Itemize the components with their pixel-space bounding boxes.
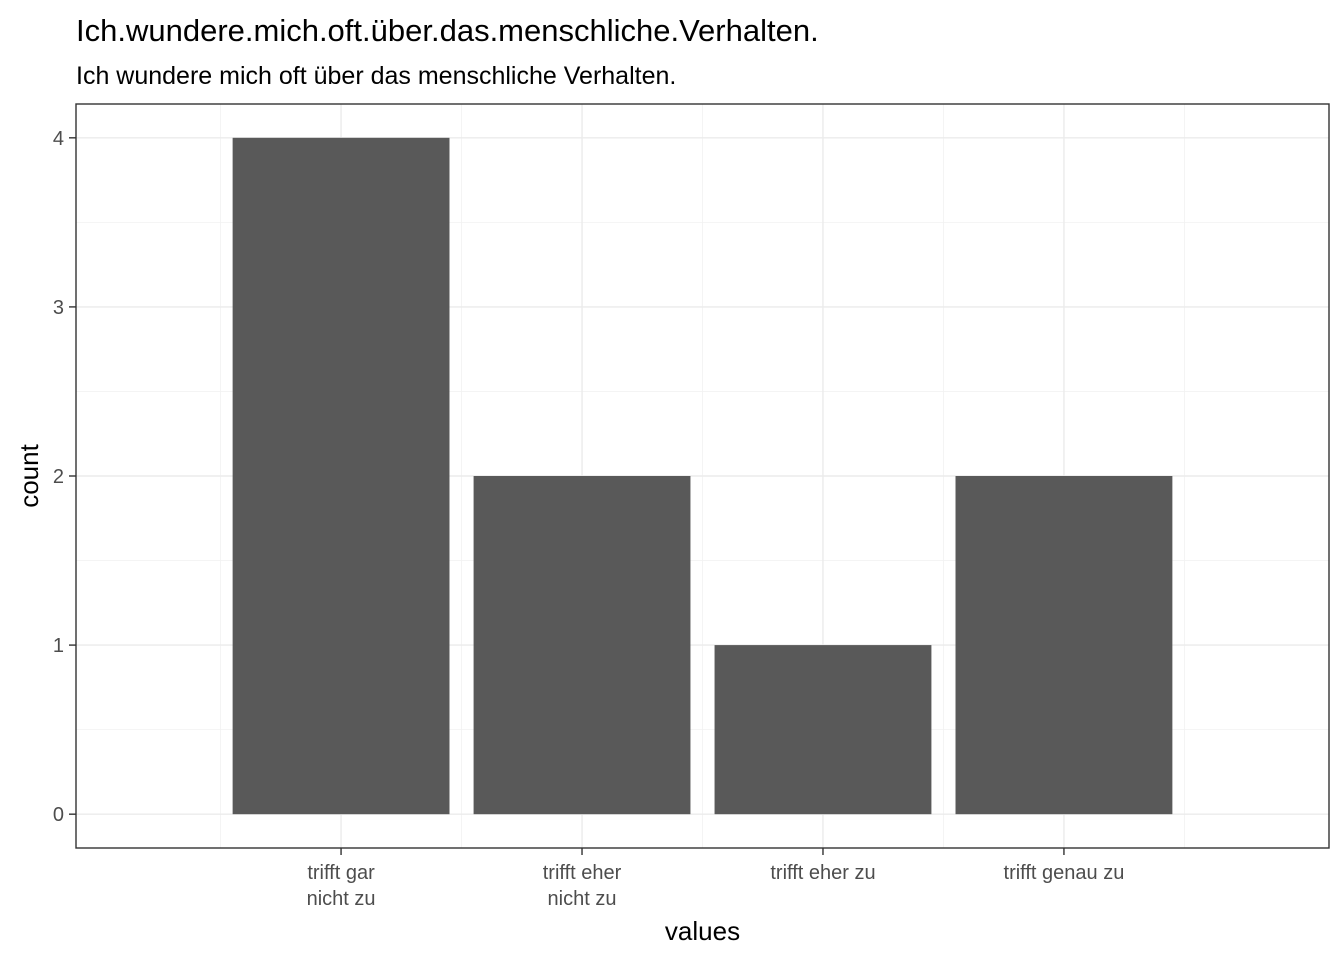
x-tick-label: trifft eher zu: [770, 862, 875, 884]
bar: [714, 645, 932, 815]
chart-title: Ich.wundere.mich.oft.über.das.menschlich…: [76, 13, 819, 48]
bar: [955, 476, 1173, 815]
chart-subtitle: Ich wundere mich oft über das menschlich…: [76, 62, 676, 90]
x-tick-label: trifft gar nicht zu: [307, 862, 376, 910]
bars: [232, 137, 1173, 815]
y-tick-label: 4: [53, 128, 64, 150]
y-tick-label: 0: [53, 804, 64, 826]
x-tick-label: trifft eher nicht zu: [543, 862, 622, 910]
x-tick-label: trifft genau zu: [1004, 862, 1125, 884]
y-tick-label: 2: [53, 466, 64, 488]
y-tick-label: 3: [53, 297, 64, 319]
bar: [473, 476, 691, 815]
y-axis: 0 1 2 3 4: [53, 128, 76, 826]
y-axis-title: count: [14, 443, 44, 507]
bar: [232, 137, 450, 815]
x-axis-title: values: [665, 916, 740, 946]
y-tick-label: 1: [53, 635, 64, 657]
x-axis: trifft gar nicht zu trifft eher nicht zu tri…: [307, 848, 1125, 910]
